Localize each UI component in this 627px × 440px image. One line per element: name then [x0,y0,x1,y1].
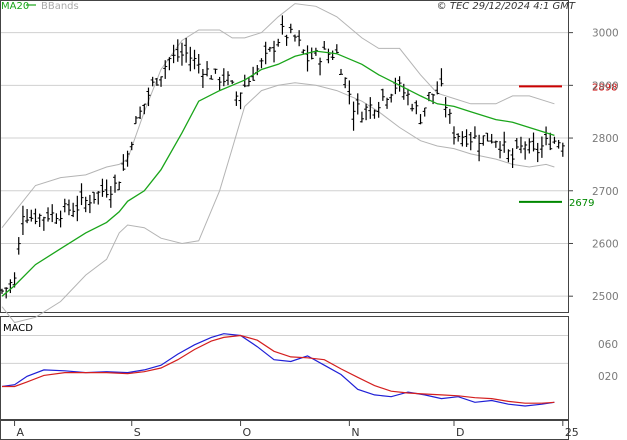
price-axis: 3000 2900 2800 2700 2600 2500 [568,28,619,303]
date-axis-frame [0,420,569,440]
macd-label: MACD [3,323,33,334]
price-tick-label-2500: 2500 [592,291,619,303]
date-tick-label-D: D [456,426,464,439]
legend-bbands: BBands [41,1,79,12]
macd-line [1,333,555,407]
resistance-label: 2898 [592,82,617,93]
upper-band-line [1,3,555,229]
date-tick-label-S: S [134,426,141,439]
price-tick-label-2800: 2800 [592,133,619,145]
ma20-line [1,50,555,297]
price-bars [0,15,565,299]
macd-tick-lower: 020 [598,371,618,383]
price-tick-label-2700: 2700 [592,186,619,198]
price-panel-frame [0,0,569,313]
date-tick-label-A: A [17,426,25,439]
macd-tick-upper: 060 [598,339,618,351]
price-tick-label-3000: 3000 [592,28,619,40]
price-tick-label-2600: 2600 [592,238,619,250]
legend-ma20: MA20 [1,1,29,12]
support-label: 2679 [569,198,594,209]
signal-line [2,334,555,404]
bollinger-bands [1,3,555,324]
lower-band-line [1,82,555,324]
copyright-timestamp: © TEC 29/12/2024 4:1 GMT [437,1,576,12]
macd-lines [1,333,555,407]
support-resistance-levels: 2898 2679 [519,82,617,209]
date-tick-label-O: O [243,426,252,439]
legend: MA20 BBands [1,1,79,12]
price-tick-label-2900: 2900 [592,80,619,92]
macd-panel-frame [0,316,569,420]
date-tick-label-N: N [351,426,359,439]
date-axis: A S O N D 25 [14,420,579,439]
date-tick-label-25: 25 [565,426,579,439]
ma20-path [1,50,555,297]
